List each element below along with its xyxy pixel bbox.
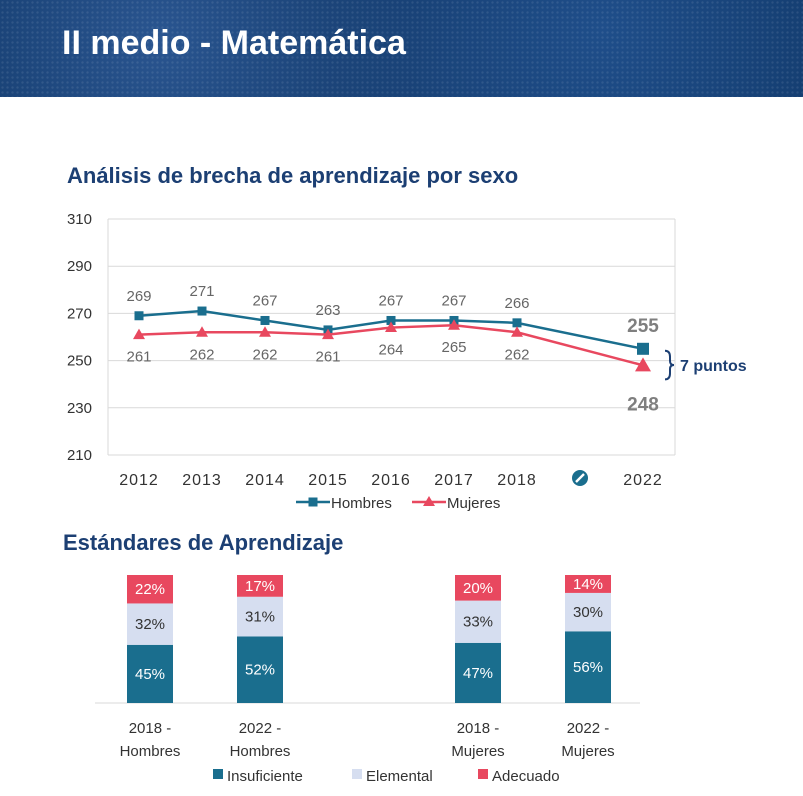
data-label: 263	[315, 302, 340, 319]
data-label: 269	[126, 288, 151, 305]
category-label: Mujeres	[451, 743, 504, 760]
data-point-hombres	[386, 315, 396, 325]
y-tick-label: 270	[67, 305, 92, 322]
bar-segment-elemental	[455, 600, 501, 643]
legend-label-insuficiente: Insuficiente	[227, 768, 303, 785]
data-label: 271	[189, 283, 214, 300]
data-label: 267	[252, 292, 277, 309]
data-point-mujeres	[322, 328, 334, 340]
bar-segment-elemental	[565, 592, 611, 632]
data-point-hombres	[512, 318, 522, 328]
bar-label: 31%	[245, 609, 275, 626]
bar-label: 47%	[463, 665, 493, 682]
line-legend: Hombres Mujeres	[296, 495, 500, 512]
bar-segment-adecuado	[127, 575, 173, 604]
data-label: 262	[252, 346, 277, 363]
category-label: 2022 -	[239, 720, 282, 737]
x-tick-label: 2022	[623, 472, 663, 489]
axis-break-icon	[572, 470, 588, 486]
data-label: 248	[627, 394, 659, 415]
category-label: Hombres	[120, 743, 181, 760]
bar-label: 14%	[573, 576, 603, 593]
bar-label: 17%	[245, 578, 275, 595]
legend-marker-hombres	[308, 497, 318, 507]
bar-segment-elemental	[127, 603, 173, 645]
data-label: 267	[441, 292, 466, 309]
data-label: 261	[315, 349, 340, 366]
data-point-mujeres	[511, 326, 523, 337]
data-label: 261	[126, 349, 151, 366]
y-tick-label: 310	[67, 211, 92, 228]
category-label: Hombres	[230, 743, 291, 760]
legend-marker-mujeres	[423, 496, 435, 506]
x-tick-label: 2016	[371, 472, 411, 489]
data-label: 255	[627, 316, 659, 337]
line-chart: 210 230 250 270 290 310 2012 2013 2014 2015 2016 20…	[67, 211, 747, 512]
bar-legend: Insuficiente Elemental Adecuado	[213, 768, 560, 785]
bar-segment-adecuado	[237, 575, 283, 597]
x-tick-label: 2012	[119, 472, 159, 489]
x-tick-label: 2018	[497, 472, 537, 489]
gap-annotation: 7 puntos	[680, 358, 747, 375]
bar-label: 33%	[463, 614, 493, 631]
y-tick-label: 230	[67, 400, 92, 417]
legend-swatch-insuficiente	[213, 769, 223, 779]
title-banner	[0, 0, 803, 97]
data-point-mujeres	[635, 357, 651, 372]
bar-segment-insuficiente	[237, 636, 283, 703]
y-tick-label: 210	[67, 447, 92, 464]
legend-swatch-adecuado	[478, 769, 488, 779]
legend-swatch-elemental	[352, 769, 362, 779]
y-tick-label: 250	[67, 353, 92, 370]
data-point-hombres	[637, 342, 649, 355]
bar-label: 20%	[463, 580, 493, 597]
data-point-hombres	[197, 306, 207, 316]
category-label: 2018 -	[457, 720, 500, 737]
y-tick-label: 290	[67, 258, 92, 275]
x-tick-label: 2013	[182, 472, 222, 489]
bar-label: 22%	[135, 581, 165, 598]
bar-label: 30%	[573, 604, 603, 621]
legend-label-adecuado: Adecuado	[492, 768, 560, 785]
gap-brace	[664, 349, 675, 381]
data-label: 264	[378, 342, 403, 359]
data-point-mujeres	[259, 326, 271, 337]
data-point-mujeres	[196, 326, 208, 337]
bar-segment-insuficiente	[127, 644, 173, 703]
data-label: 262	[189, 346, 214, 363]
bar-segment-insuficiente	[565, 631, 611, 703]
series-line-mujeres	[138, 323, 644, 367]
bar-segment-adecuado	[565, 575, 611, 593]
data-label: 265	[441, 339, 466, 356]
bar-label: 52%	[245, 662, 275, 679]
bar-label: 45%	[135, 666, 165, 683]
data-point-mujeres	[385, 321, 397, 333]
data-point-hombres	[134, 311, 144, 321]
data-label: 262	[504, 346, 529, 363]
data-label: 267	[378, 292, 403, 309]
legend-label-elemental: Elemental	[366, 768, 433, 785]
bar-segment-elemental	[237, 596, 283, 637]
break-slash	[575, 473, 585, 483]
x-tick-label: 2017	[434, 472, 474, 489]
x-tick-label: 2014	[245, 472, 285, 489]
data-point-mujeres	[448, 319, 460, 330]
bar-label: 32%	[135, 616, 165, 633]
series-line-hombres	[138, 309, 644, 351]
category-label: 2022 -	[567, 720, 610, 737]
category-label: 2018 -	[129, 720, 172, 737]
bar-chart-title: Estándares de Aprendizaje	[63, 530, 344, 555]
data-label: 266	[504, 295, 529, 312]
legend-label-mujeres: Mujeres	[447, 495, 500, 512]
page-title: II medio - Matemática	[62, 24, 406, 62]
bar-segment-insuficiente	[455, 642, 501, 703]
data-point-hombres	[260, 315, 270, 325]
bar-label: 56%	[573, 659, 603, 676]
bar-segment-adecuado	[455, 575, 501, 601]
data-point-mujeres	[133, 328, 145, 340]
line-chart-title: Análisis de brecha de aprendizaje por se…	[67, 163, 519, 188]
category-label: Mujeres	[561, 743, 614, 760]
legend-label-hombres: Hombres	[331, 495, 392, 512]
x-tick-label: 2015	[308, 472, 348, 489]
